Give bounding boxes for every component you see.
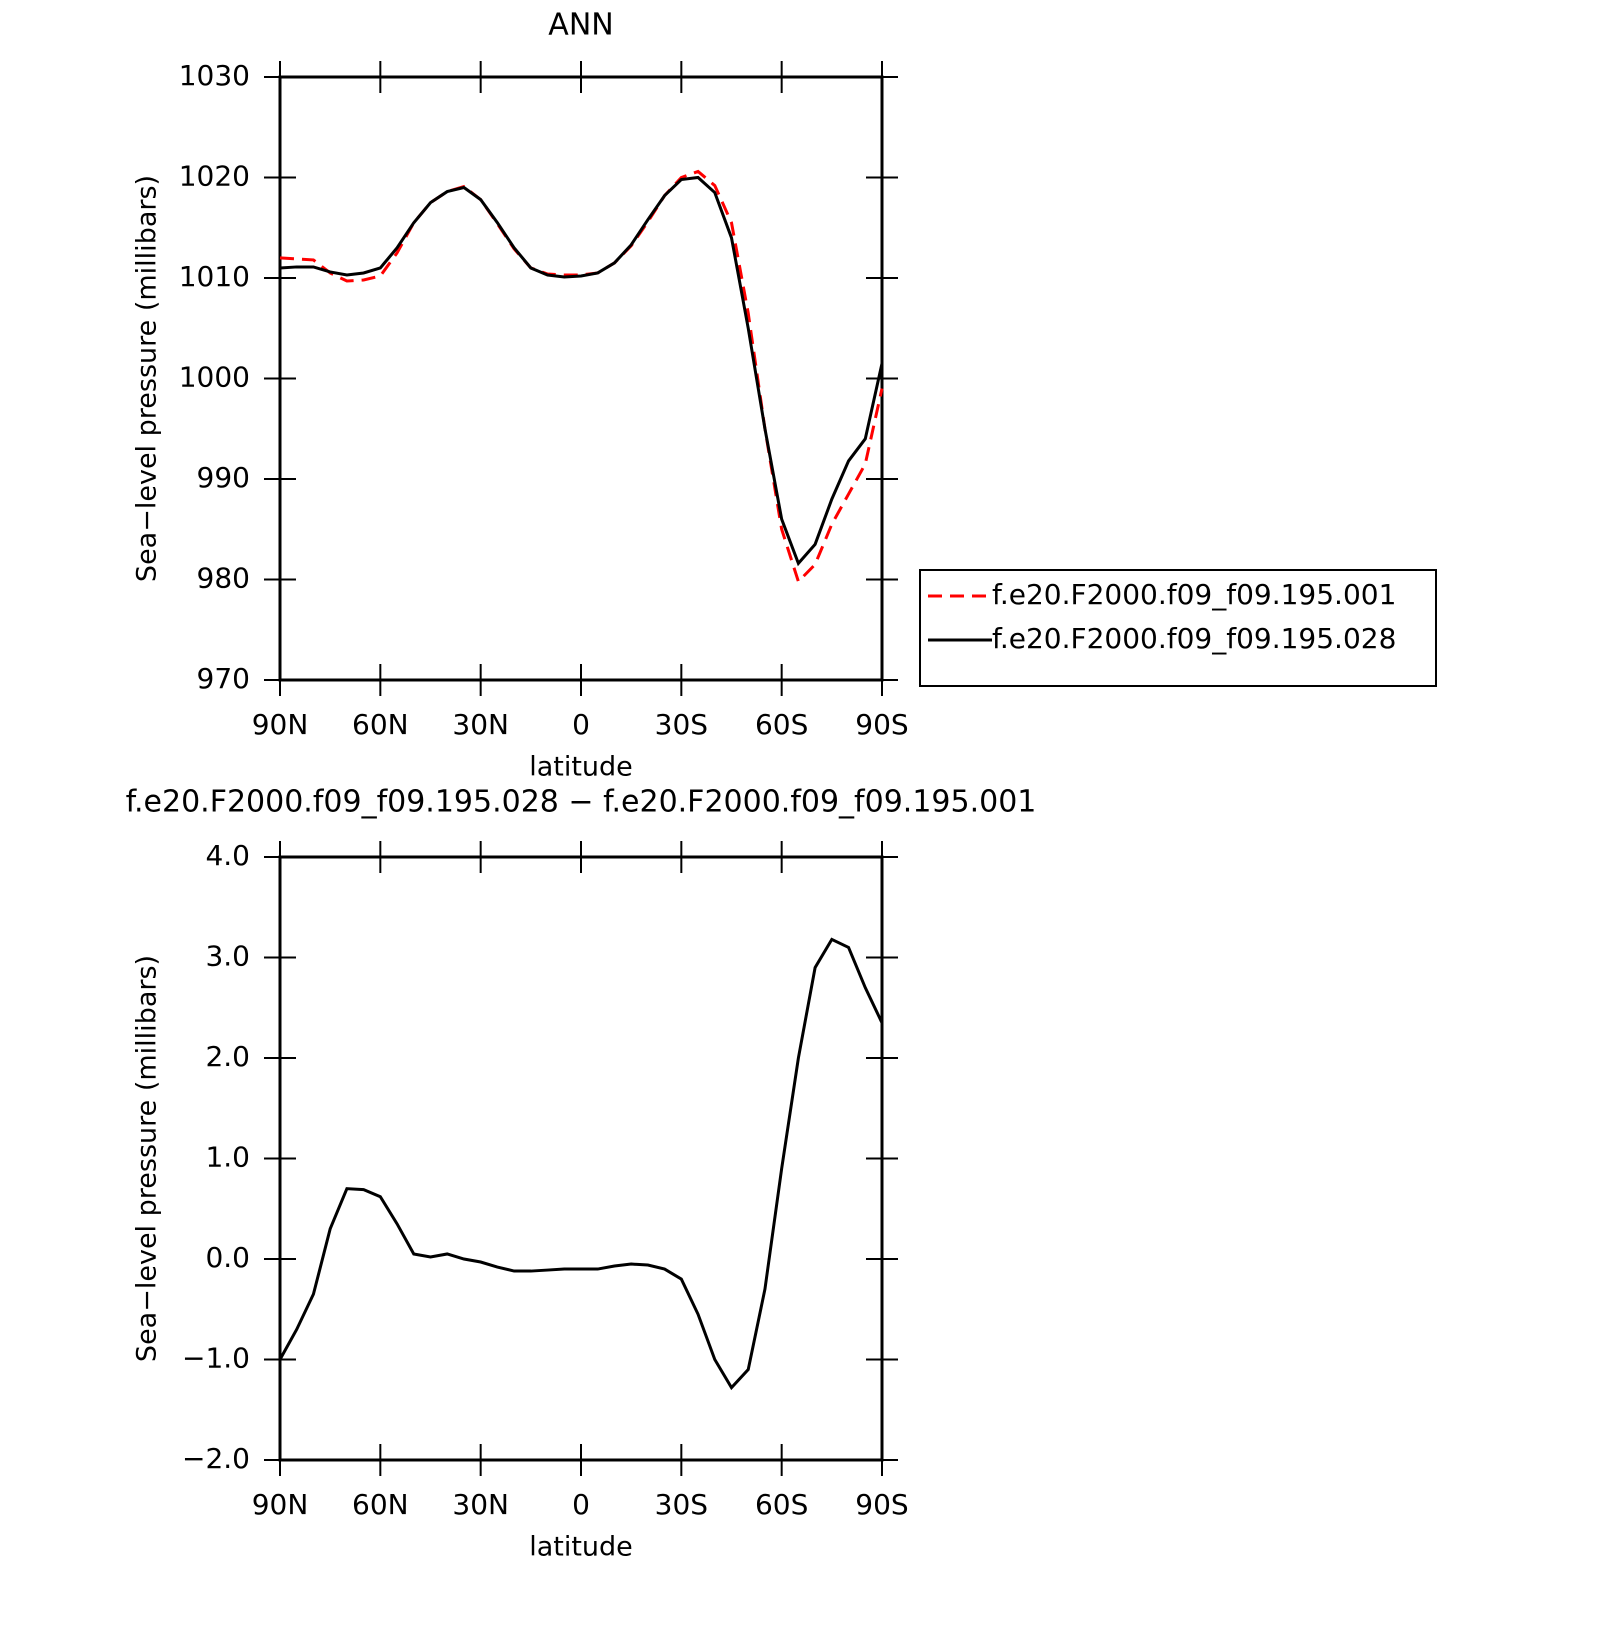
y-tick-label: 1000 (179, 361, 250, 394)
x-tick-label: 90N (252, 708, 309, 741)
plot-frame (278, 855, 884, 1462)
y-tick-label: 1030 (179, 59, 250, 92)
x-axis-label: latitude (529, 1532, 633, 1563)
x-tick-label: 0 (572, 708, 590, 741)
x-tick-label: 90S (855, 708, 908, 741)
y-tick-label: −2.0 (182, 1442, 250, 1475)
legend-box (919, 569, 1437, 687)
x-tick-label: 60N (352, 1488, 409, 1521)
x-tick-label: 30N (452, 708, 509, 741)
series-line (279, 169, 884, 585)
y-tick-label: 0.0 (205, 1241, 250, 1274)
x-tick-label: 60S (755, 1488, 808, 1521)
x-tick-label: 30N (452, 1488, 509, 1521)
series-line (279, 175, 884, 567)
y-tick-label: 1020 (179, 160, 250, 193)
series-line (278, 937, 884, 1391)
plot-frame (278, 75, 884, 682)
y-axis-label: Sea−level pressure (millibars) (132, 175, 163, 582)
x-tick-label: 30S (655, 1488, 708, 1521)
y-tick-label: 970 (197, 662, 250, 695)
y-tick-label: 980 (197, 562, 250, 595)
x-tick-label: 60N (352, 708, 409, 741)
y-tick-label: 1.0 (205, 1141, 250, 1174)
legend-label: f.e20.F2000.f09_f09.195.001 (992, 578, 1396, 611)
y-tick-label: 4.0 (205, 839, 250, 872)
x-axis-label: latitude (529, 752, 633, 783)
y-tick-label: 2.0 (205, 1040, 250, 1073)
y-tick-label: 1010 (179, 260, 250, 293)
y-tick-label: 3.0 (205, 940, 250, 973)
x-tick-label: 90N (252, 1488, 309, 1521)
chart-title: ANN (548, 8, 613, 43)
x-tick-label: 30S (655, 708, 708, 741)
x-tick-label: 90S (855, 1488, 908, 1521)
chart-title: f.e20.F2000.f09_f09.195.028 − f.e20.F200… (126, 785, 1037, 820)
x-tick-label: 0 (572, 1488, 590, 1521)
y-tick-label: −1.0 (182, 1342, 250, 1375)
y-axis-label: Sea−level pressure (millibars) (132, 955, 163, 1362)
y-tick-label: 990 (197, 461, 250, 494)
x-tick-label: 60S (755, 708, 808, 741)
legend-label: f.e20.F2000.f09_f09.195.028 (992, 622, 1396, 655)
